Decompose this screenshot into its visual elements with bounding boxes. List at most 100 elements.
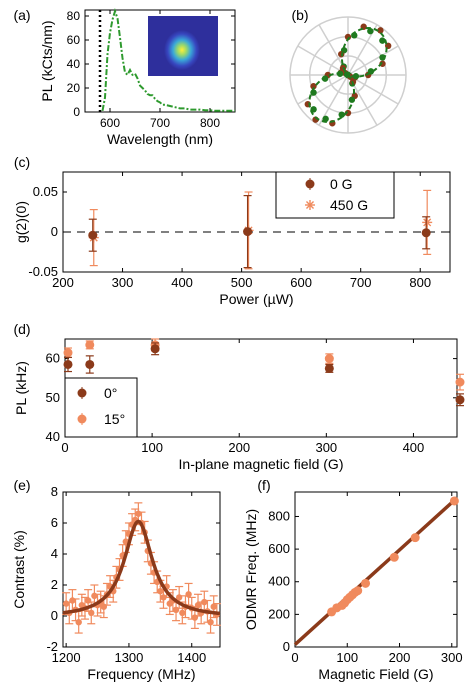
data-point — [63, 359, 73, 369]
y-tick-label: 2 — [51, 577, 58, 592]
y-tick-label: 40 — [67, 57, 81, 71]
x-tick-label: 100 — [141, 440, 163, 455]
legend-label: 15° — [104, 411, 125, 427]
polar-data-point — [379, 37, 386, 44]
panel-label-e: (e) — [13, 477, 30, 493]
x-tick-label: 1300 — [114, 650, 143, 665]
x-tick-label: 800 — [200, 116, 220, 130]
y-tick-label: 200 — [268, 606, 290, 621]
x-axis-label: Wavelength (nm) — [107, 131, 213, 147]
legend-box — [275, 171, 395, 219]
polar-data-point — [377, 27, 384, 34]
plot-frame — [62, 491, 221, 648]
y-tick-label: 0 — [51, 224, 58, 239]
data-point — [410, 533, 420, 543]
data-point — [157, 588, 164, 595]
data-point — [135, 510, 142, 517]
y-axis-label: PL (kHz) — [13, 361, 29, 415]
x-axis-label: In-plane magnetic field (G) — [179, 456, 344, 472]
data-point — [75, 619, 82, 626]
polar-grid-spoke — [347, 45, 399, 76]
data-point — [185, 591, 192, 598]
data-point — [324, 354, 334, 364]
polar-plot — [289, 16, 407, 134]
plot-frame — [62, 171, 451, 273]
x-tick-label: 600 — [290, 275, 312, 290]
legend-label: 450 G — [330, 197, 368, 213]
y-tick-label: 6 — [51, 515, 58, 530]
x-axis-label: Frequency (MHz) — [87, 666, 195, 682]
panel-label-c: (c) — [14, 154, 30, 170]
data-point — [88, 609, 95, 617]
y-tick-label: 50 — [46, 390, 60, 405]
y-tick-label: -2 — [46, 639, 58, 654]
legend-label: 0° — [104, 385, 117, 401]
data-point — [179, 609, 186, 617]
data-point — [243, 227, 253, 237]
y-axis-label: Contrast (%) — [11, 530, 27, 609]
y-tick-label: 0 — [51, 608, 58, 623]
data-point — [91, 592, 98, 600]
y-axis-label: g(2)(0) — [13, 201, 29, 243]
data-point — [175, 594, 183, 601]
y-tick-label: -0.05 — [28, 264, 58, 279]
data-point — [191, 614, 199, 621]
data-point — [172, 606, 180, 613]
x-tick-label: 200 — [228, 440, 250, 455]
x-tick-label: 0 — [291, 650, 298, 665]
data-point — [194, 601, 202, 609]
y-tick-label: 40 — [46, 429, 60, 444]
y-axis-label: ODMR Freq. (MHz) — [243, 509, 259, 630]
x-tick-label: 400 — [403, 440, 425, 455]
panel-label-d: (d) — [13, 321, 30, 337]
inset-spot — [164, 30, 200, 70]
polar-data-point — [322, 115, 329, 123]
x-tick-label: 200 — [52, 275, 74, 290]
data-point — [421, 228, 431, 238]
data-point — [361, 578, 371, 588]
x-tick-label: 400 — [171, 275, 193, 290]
y-tick-label: 60 — [46, 351, 60, 366]
data-point-star — [422, 217, 433, 228]
x-tick-label: 600 — [100, 116, 120, 130]
inset-image — [148, 16, 218, 76]
y-tick-label: 4 — [51, 546, 58, 561]
y-tick-label: 8 — [51, 484, 58, 499]
spectrum-line — [101, 7, 235, 112]
legend-box — [64, 377, 138, 438]
data-point — [449, 496, 459, 506]
y-tick-label: 800 — [268, 508, 290, 523]
legend-label: 0 G — [330, 176, 353, 192]
x-tick-label: 0 — [61, 440, 68, 455]
data-point-star — [305, 200, 315, 210]
y-tick-label: 600 — [268, 541, 290, 556]
data-point — [324, 363, 334, 373]
lorentzian-fit-line — [62, 519, 221, 616]
y-tick-label: 0 — [283, 639, 290, 654]
panel-label-b: (b) — [291, 7, 308, 23]
polar-grid-spoke — [297, 74, 349, 105]
data-point — [85, 340, 95, 350]
panel-label-a: (a) — [13, 7, 30, 23]
plot-frame — [294, 491, 458, 648]
data-point — [389, 552, 399, 562]
data-point — [353, 586, 363, 596]
x-axis-label: Power (µW) — [219, 291, 293, 307]
panel-label-f: (f) — [257, 477, 270, 493]
linear-fit-line — [293, 496, 459, 646]
data-point — [455, 395, 465, 405]
x-tick-label: 100 — [336, 650, 358, 665]
y-tick-label: 20 — [67, 81, 81, 95]
y-tick-label: 400 — [268, 574, 290, 589]
x-axis-label: Magnetic Field (G) — [318, 666, 433, 682]
polar-fit-line — [308, 26, 388, 124]
x-tick-label: 700 — [350, 275, 372, 290]
x-tick-label: 1400 — [177, 650, 206, 665]
data-point — [150, 344, 160, 354]
x-tick-label: 200 — [389, 650, 411, 665]
data-point — [207, 619, 214, 626]
data-point — [62, 600, 70, 607]
x-tick-label: 300 — [315, 440, 337, 455]
legend — [275, 171, 395, 219]
x-tick-label: 300 — [441, 650, 463, 665]
